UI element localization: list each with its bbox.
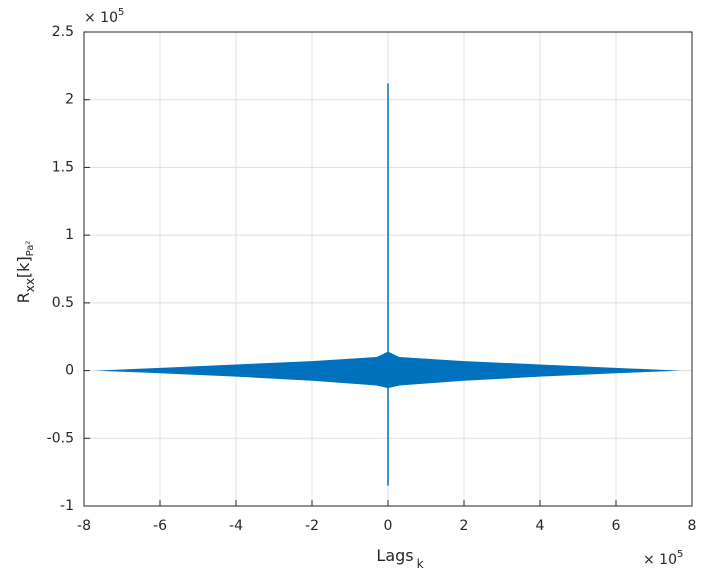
- y-tick-label: 2.5: [52, 24, 74, 40]
- y-tick-label: -0.5: [47, 430, 74, 446]
- y-tick-label: 0.5: [52, 295, 74, 311]
- x-tick-label: 2: [460, 518, 469, 534]
- y-tick-label: 0: [65, 363, 74, 379]
- x-tick-label: -6: [153, 518, 167, 534]
- x-tick-label: 4: [536, 518, 545, 534]
- x-tick-label: 8: [688, 518, 697, 534]
- y-tick-label: 1.5: [52, 159, 74, 175]
- y-tick-label: 1: [65, 227, 74, 243]
- y-tick-label: -1: [60, 498, 74, 514]
- y-axis-label: Rxx[k]Pa²: [14, 241, 37, 304]
- x-tick-label: 6: [612, 518, 621, 534]
- y-multiplier: × 105: [84, 7, 124, 26]
- x-tick-label: 0: [384, 518, 393, 534]
- x-tick-label: -8: [77, 518, 91, 534]
- x-axis-label: Lags k: [376, 546, 423, 571]
- x-tick-label: -2: [305, 518, 319, 534]
- y-tick-label: 2: [65, 92, 74, 108]
- x-tick-label: -4: [229, 518, 243, 534]
- plot-frame: [83, 31, 693, 507]
- x-multiplier: × 105: [643, 549, 683, 568]
